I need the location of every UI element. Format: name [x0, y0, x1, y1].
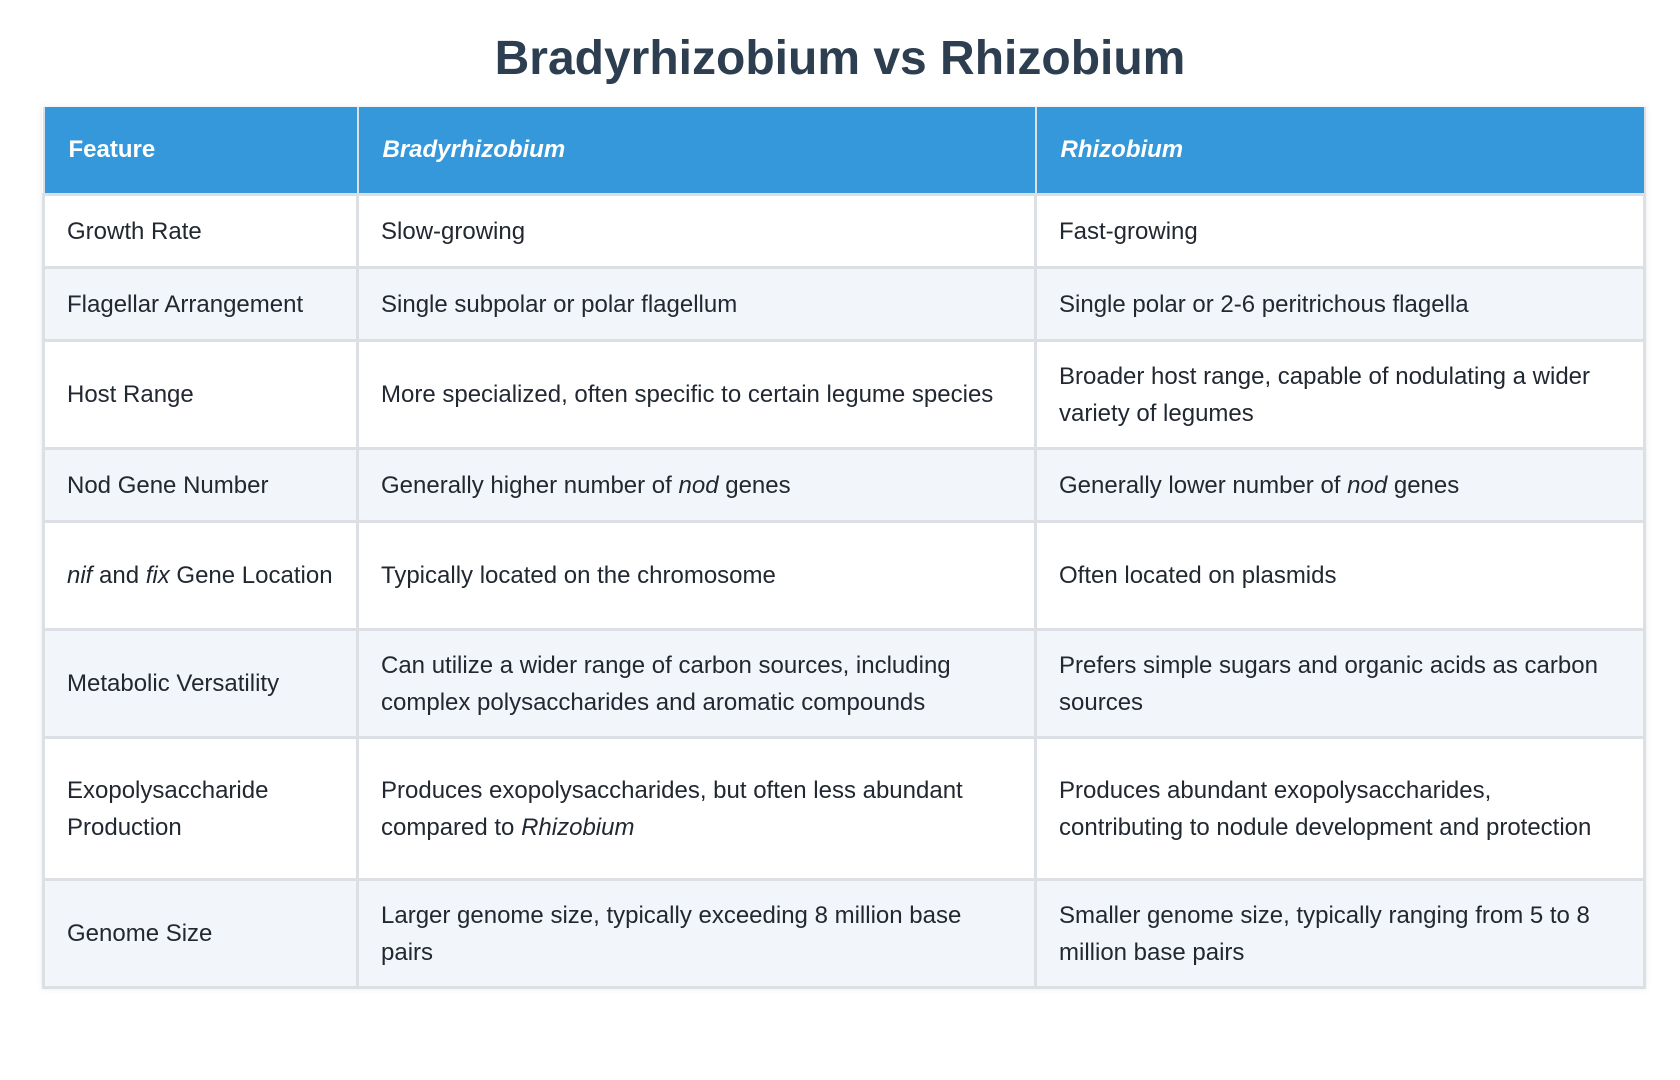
- bradyrhizobium-cell: Larger genome size, typically exceeding …: [356, 878, 1037, 989]
- table-row: Exopolysaccharide Production Produces ex…: [42, 736, 1646, 881]
- bradyrhizobium-cell: Generally higher number of nod genes: [356, 447, 1037, 523]
- table-header-row: Feature Bradyrhizobium Rhizobium: [42, 107, 1646, 196]
- feature-cell: Genome Size: [42, 878, 359, 989]
- rhizobium-cell: Broader host range, capable of nodulatin…: [1034, 339, 1646, 450]
- bradyrhizobium-cell: Can utilize a wider range of carbon sour…: [356, 628, 1037, 739]
- feature-cell: nif and fix Gene Location: [42, 520, 359, 631]
- rhizobium-cell: Generally lower number of nod genes: [1034, 447, 1646, 523]
- rhizobium-cell: Often located on plasmids: [1034, 520, 1646, 631]
- cell-text: genes: [1387, 471, 1460, 499]
- gene-name-italic: nif: [67, 562, 93, 589]
- comparison-table-container: Feature Bradyrhizobium Rhizobium Growth …: [42, 107, 1646, 989]
- table-row: Nod Gene Number Generally higher number …: [42, 447, 1646, 523]
- cell-text: Gene Location: [169, 562, 333, 589]
- gene-name-italic: fix: [145, 562, 170, 589]
- column-header-bradyrhizobium: Bradyrhizobium: [356, 107, 1037, 196]
- feature-cell: Metabolic Versatility: [42, 628, 359, 739]
- bradyrhizobium-cell: Produces exopolysaccharides, but often l…: [356, 736, 1037, 881]
- bradyrhizobium-cell: Typically located on the chromosome: [356, 520, 1037, 631]
- cell-text: genes: [718, 471, 791, 499]
- table-row: Host Range More specialized, often speci…: [42, 339, 1646, 450]
- bradyrhizobium-cell: Single subpolar or polar flagellum: [356, 266, 1037, 342]
- rhizobium-cell: Prefers simple sugars and organic acids …: [1034, 628, 1646, 739]
- gene-name-italic: nod: [1347, 471, 1388, 499]
- feature-cell: Host Range: [42, 339, 359, 450]
- table-row: Flagellar Arrangement Single subpolar or…: [42, 266, 1646, 342]
- cell-text: Produces exopolysaccharides, but often l…: [381, 776, 963, 841]
- rhizobium-cell: Smaller genome size, typically ranging f…: [1034, 878, 1646, 989]
- column-header-rhizobium: Rhizobium: [1034, 107, 1646, 196]
- table-row: Genome Size Larger genome size, typicall…: [42, 878, 1646, 989]
- rhizobium-cell: Produces abundant exopolysaccharides, co…: [1034, 736, 1646, 881]
- table-row: Growth Rate Slow-growing Fast-growing: [42, 193, 1646, 269]
- cell-text: Generally lower number of: [1059, 471, 1348, 499]
- column-header-feature: Feature: [42, 107, 359, 196]
- bradyrhizobium-cell: More specialized, often specific to cert…: [356, 339, 1037, 450]
- feature-cell: Growth Rate: [42, 193, 359, 269]
- table-row: nif and fix Gene Location Typically loca…: [42, 520, 1646, 631]
- feature-cell: Flagellar Arrangement: [42, 266, 359, 342]
- cell-text: and: [92, 562, 146, 589]
- feature-cell: Exopolysaccharide Production: [42, 736, 359, 881]
- gene-name-italic: nod: [678, 471, 719, 499]
- genus-name-italic: Rhizobium: [521, 813, 635, 841]
- table-row: Metabolic Versatility Can utilize a wide…: [42, 628, 1646, 739]
- rhizobium-cell: Fast-growing: [1034, 193, 1646, 269]
- cell-text: Generally higher number of: [381, 471, 679, 499]
- rhizobium-cell: Single polar or 2-6 peritrichous flagell…: [1034, 266, 1646, 342]
- comparison-table: Feature Bradyrhizobium Rhizobium Growth …: [42, 107, 1646, 989]
- bradyrhizobium-cell: Slow-growing: [356, 193, 1037, 269]
- page-title: Bradyrhizobium vs Rhizobium: [494, 32, 1186, 85]
- feature-cell: Nod Gene Number: [42, 447, 359, 523]
